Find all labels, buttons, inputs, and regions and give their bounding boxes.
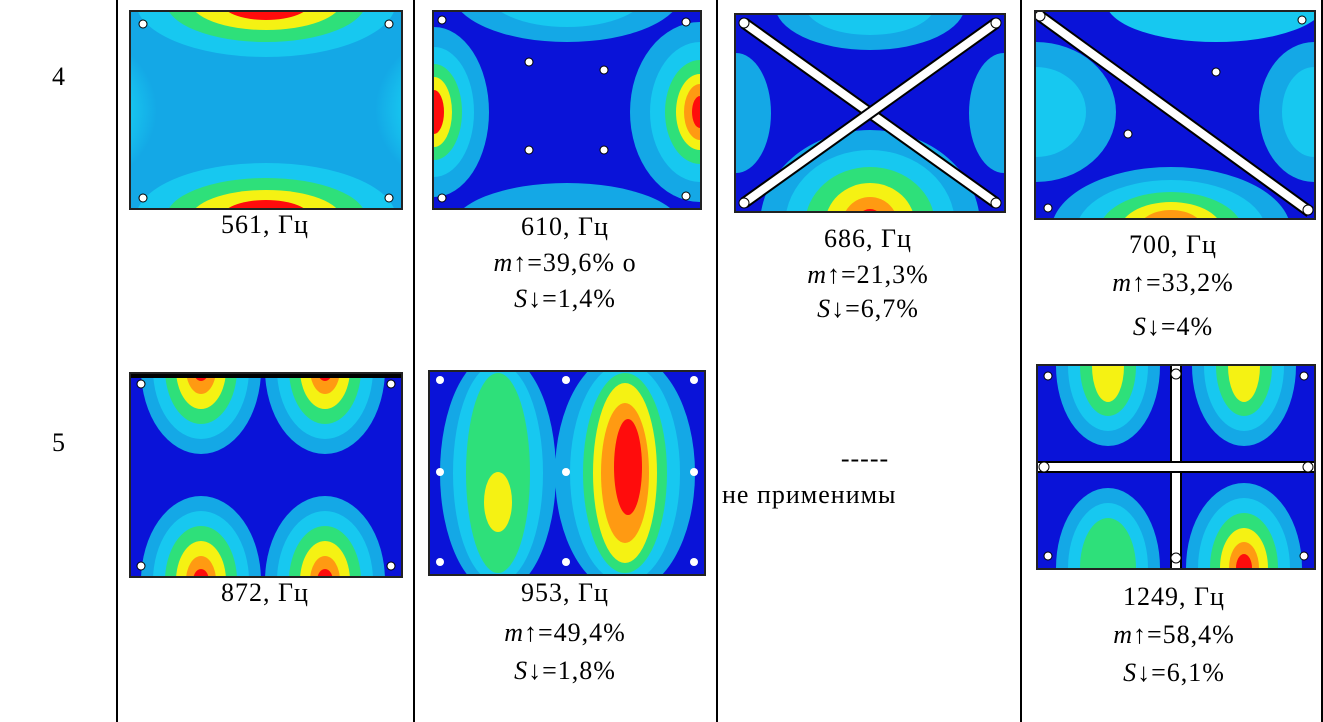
row-number: 4 — [52, 62, 65, 91]
mode-frequency: 561, Гц — [221, 210, 309, 239]
mass-symbol: m — [493, 248, 514, 277]
mode-shape-plot — [432, 10, 702, 210]
area-decrease: S↓=6,7% — [817, 294, 919, 323]
area-decrease: S↓=6,1% — [1123, 658, 1225, 687]
area-value: 1,4% — [557, 284, 616, 313]
mode-frequency: 686, Гц — [824, 224, 912, 253]
area-symbol: S — [1123, 658, 1138, 687]
area-symbol: S — [817, 294, 832, 323]
area-value: 1,8% — [557, 656, 616, 685]
table-column-divider — [716, 0, 718, 722]
mass-symbol: m — [807, 260, 827, 289]
mass-increase: m↑=21,3% — [807, 260, 929, 289]
area-symbol: S — [514, 284, 529, 313]
mass-increase: m↑=49,4% — [504, 618, 626, 647]
mode-frequency: 872, Гц — [221, 578, 309, 607]
mode-shape-plot — [428, 370, 706, 576]
not-applicable-note: не применимы — [722, 480, 897, 509]
table-column-divider — [1020, 0, 1022, 722]
mass-increase: m↑=33,2% — [1112, 268, 1234, 297]
area-symbol: S — [1132, 312, 1147, 341]
area-decrease: S↓=4% — [1132, 312, 1214, 341]
mode-shape-plot — [734, 13, 1006, 213]
mass-symbol: m — [504, 618, 524, 647]
area-value: 6,7% — [860, 294, 919, 323]
table-column-divider — [413, 0, 415, 722]
mass-value: 58,4% — [1162, 620, 1235, 649]
mass-value: 39,6% — [542, 248, 616, 277]
mass-value: 33,2% — [1161, 268, 1234, 297]
mode-frequency: 610, Гц — [521, 212, 609, 241]
mass-increase: m↑=58,4% — [1113, 620, 1235, 649]
row-number: 5 — [52, 428, 65, 457]
area-value: 6,1% — [1166, 658, 1225, 687]
not-applicable-dash: ----- — [840, 444, 890, 473]
mass-value: 49,4% — [553, 618, 626, 647]
area-symbol: S — [514, 656, 529, 685]
area-decrease: S↓=1,8% — [514, 656, 616, 685]
mass-symbol: m — [1112, 268, 1132, 297]
table-border-left — [116, 0, 118, 722]
mode-frequency: 700, Гц — [1129, 230, 1217, 259]
mode-shape-plot — [129, 372, 403, 578]
mode-shape-plot — [1036, 364, 1316, 570]
table-border-right — [1321, 0, 1323, 722]
mode-frequency: 953, Гц — [521, 578, 609, 607]
mass-symbol: m — [1113, 620, 1133, 649]
mode-frequency: 1249, Гц — [1123, 582, 1225, 611]
small-circle: ο — [622, 248, 637, 277]
area-value: 4% — [1176, 312, 1214, 341]
mass-value: 21,3% — [856, 260, 929, 289]
mode-shape-plot — [129, 10, 403, 210]
mass-increase: m↑=39,6% ο — [493, 248, 637, 277]
mode-shape-plot — [1034, 10, 1316, 220]
area-decrease: S↓=1,4% — [514, 284, 616, 313]
